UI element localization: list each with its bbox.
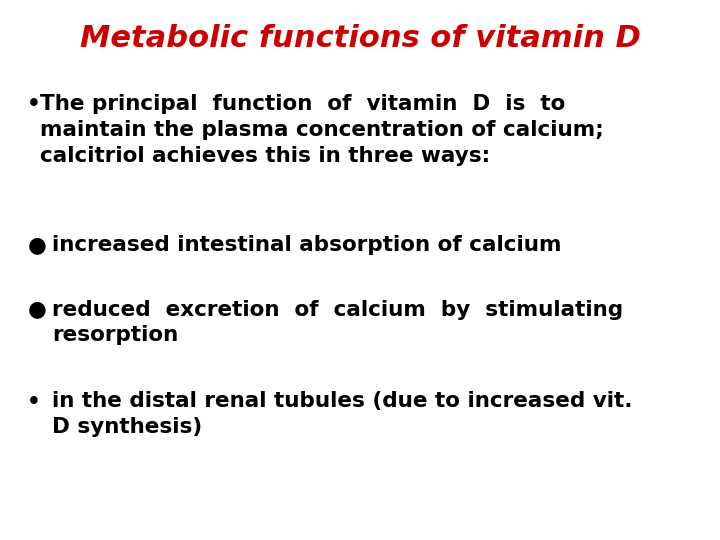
- Text: Metabolic functions of vitamin D: Metabolic functions of vitamin D: [80, 24, 640, 53]
- Text: increased intestinal absorption of calcium: increased intestinal absorption of calci…: [52, 235, 562, 255]
- Text: •: •: [27, 94, 41, 114]
- Text: in the distal renal tubules (due to increased vit.
D synthesis): in the distal renal tubules (due to incr…: [52, 392, 632, 437]
- Text: The principal  function  of  vitamin  D  is  to
maintain the plasma concentratio: The principal function of vitamin D is t…: [40, 94, 603, 166]
- Text: reduced  excretion  of  calcium  by  stimulating
resorption: reduced excretion of calcium by stimulat…: [52, 300, 623, 345]
- Text: ●: ●: [27, 300, 46, 320]
- Text: ●: ●: [27, 235, 46, 255]
- Text: •: •: [27, 392, 41, 411]
